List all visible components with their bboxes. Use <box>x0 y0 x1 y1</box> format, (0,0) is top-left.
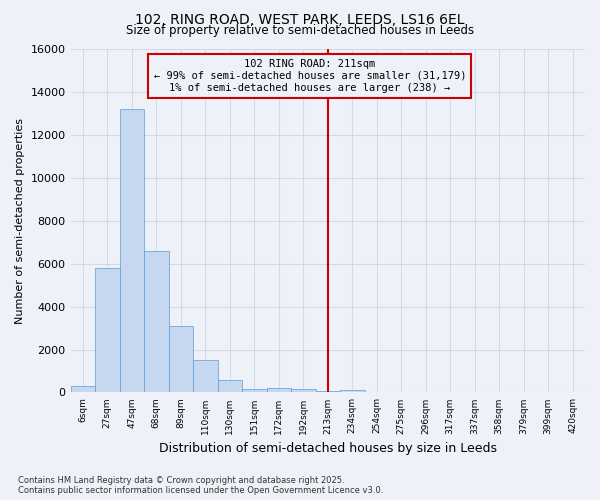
Bar <box>95 268 119 392</box>
Text: 102 RING ROAD: 211sqm
← 99% of semi-detached houses are smaller (31,179)
1% of s: 102 RING ROAD: 211sqm ← 99% of semi-deta… <box>154 60 466 92</box>
Y-axis label: Number of semi-detached properties: Number of semi-detached properties <box>15 118 25 324</box>
Text: Contains HM Land Registry data © Crown copyright and database right 2025.
Contai: Contains HM Land Registry data © Crown c… <box>18 476 383 495</box>
Text: 102, RING ROAD, WEST PARK, LEEDS, LS16 6EL: 102, RING ROAD, WEST PARK, LEEDS, LS16 6… <box>135 12 465 26</box>
X-axis label: Distribution of semi-detached houses by size in Leeds: Distribution of semi-detached houses by … <box>159 442 497 455</box>
Text: Size of property relative to semi-detached houses in Leeds: Size of property relative to semi-detach… <box>126 24 474 37</box>
Bar <box>218 380 242 392</box>
Bar <box>144 251 169 392</box>
Bar <box>169 326 193 392</box>
Bar <box>71 386 95 392</box>
Bar <box>193 360 218 392</box>
Bar <box>340 390 365 392</box>
Bar <box>266 388 291 392</box>
Bar <box>242 389 266 392</box>
Bar <box>119 109 144 393</box>
Bar <box>291 389 316 392</box>
